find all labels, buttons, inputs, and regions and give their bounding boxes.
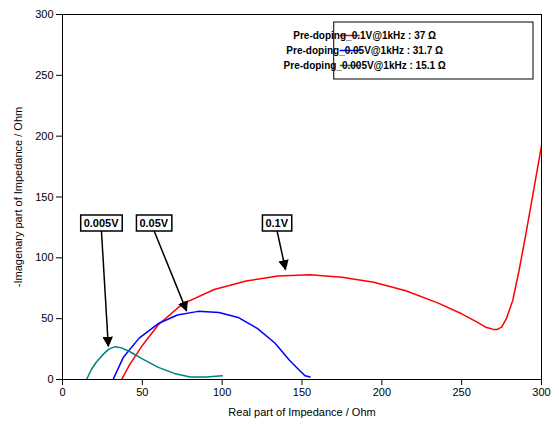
svg-text:0.005V: 0.005V (84, 217, 120, 229)
svg-text:50: 50 (41, 312, 53, 324)
svg-text:150: 150 (293, 386, 311, 398)
svg-text:0: 0 (47, 373, 53, 385)
svg-text:250: 250 (35, 69, 53, 81)
svg-text:0: 0 (59, 386, 65, 398)
svg-text:200: 200 (35, 130, 53, 142)
svg-text:150: 150 (35, 191, 53, 203)
svg-text:100: 100 (35, 251, 53, 263)
svg-text:Pre-doping_0.1V@1kHz : 37 Ω: Pre-doping_0.1V@1kHz : 37 Ω (293, 30, 436, 41)
svg-text:200: 200 (373, 386, 391, 398)
svg-text:100: 100 (213, 386, 231, 398)
svg-text:Pre-doping_0.05V@1kHz : 31.7 Ω: Pre-doping_0.05V@1kHz : 31.7 Ω (286, 45, 443, 56)
svg-text:-Imagenary part of Impedance /: -Imagenary part of Impedance / Ohm (12, 107, 24, 287)
svg-text:50: 50 (136, 386, 148, 398)
svg-text:0.1V: 0.1V (265, 217, 288, 229)
svg-text:300: 300 (35, 8, 53, 20)
svg-text:Pre-doping_0.005V@1kHz : 15.1: Pre-doping_0.005V@1kHz : 15.1 Ω (284, 60, 446, 71)
svg-text:250: 250 (452, 386, 470, 398)
svg-text:300: 300 (532, 386, 550, 398)
svg-text:0.05V: 0.05V (139, 217, 168, 229)
svg-text:Real part of Impedance / Ohm: Real part of Impedance / Ohm (228, 406, 375, 418)
